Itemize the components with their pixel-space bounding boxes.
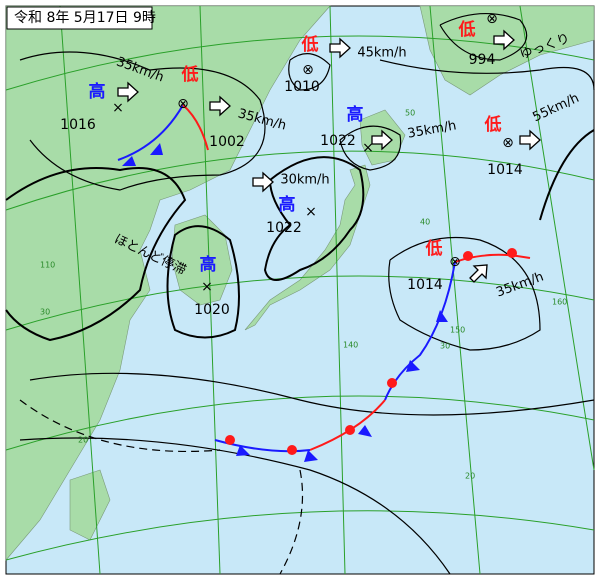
isobars (5, 13, 595, 575)
front-symbol (225, 435, 235, 445)
pressure: 1002 (209, 134, 245, 150)
grid-label: 40 (420, 218, 430, 227)
pressure: 1022 (266, 220, 302, 236)
system-kind: 低 (425, 238, 443, 259)
grid-label: 140 (343, 341, 358, 350)
high-center: × (362, 140, 374, 156)
grid-label: 30 (440, 342, 450, 351)
grid-label: 150 (450, 326, 465, 335)
korea (171, 214, 233, 306)
system-kind: 低 (458, 19, 476, 40)
motion-label: 30km/h (280, 173, 329, 188)
system-kind: 高 (200, 254, 217, 275)
front-symbol (345, 425, 355, 435)
motion-label: 45km/h (357, 46, 406, 61)
grid-label: 160 (552, 298, 567, 307)
system-kind: 低 (301, 34, 319, 55)
warm-front (182, 104, 209, 151)
grid-label: 110 (40, 261, 55, 270)
pressure: 1020 (194, 302, 230, 318)
front-symbol (287, 445, 297, 455)
pressure: 1014 (407, 277, 443, 293)
front-symbol (463, 251, 473, 261)
high-center: × (305, 204, 317, 220)
front-symbol (236, 445, 250, 456)
motion-arrows (117, 29, 541, 283)
stationary-front (214, 439, 311, 453)
high-center: × (112, 100, 124, 116)
pressure: 1010 (284, 79, 320, 95)
grid-label: 30 (40, 308, 50, 317)
grid-label: 20 (78, 436, 88, 445)
title: 令和 8年 5月17日 9時 (14, 10, 156, 26)
pressure: 1016 (60, 117, 96, 133)
system-kind: 高 (89, 81, 106, 102)
system-kind: 低 (484, 114, 502, 135)
fronts (117, 104, 531, 462)
high-center: × (201, 279, 213, 295)
front-symbol (387, 378, 397, 388)
pressure: 994 (469, 52, 496, 68)
low-center: ⊗ (486, 11, 498, 27)
grid-label: 20 (465, 472, 475, 481)
island (69, 469, 111, 541)
japan (244, 164, 371, 331)
low-center: ⊗ (449, 254, 461, 270)
centers: × ⊗ ⊗ ⊗ × ⊗ × × ⊗ (112, 11, 514, 295)
low-center: ⊗ (502, 135, 514, 151)
warm-front (454, 253, 531, 263)
front-symbol (304, 450, 318, 462)
low-center: ⊗ (302, 62, 314, 78)
front-symbol (436, 310, 448, 322)
pressure: 1014 (487, 162, 523, 178)
front-symbol (122, 156, 136, 166)
pressure: 1022 (320, 133, 356, 149)
cold-front (117, 104, 184, 161)
title-box (6, 6, 153, 30)
front-symbol (406, 360, 420, 372)
front-symbol (150, 143, 163, 155)
system-kind: 低 (181, 64, 199, 85)
front-symbol (507, 248, 517, 258)
front-symbol (358, 425, 372, 437)
graticule (5, 5, 595, 575)
grid-label: 50 (405, 109, 415, 118)
system-kind: 高 (347, 104, 364, 125)
system-kind: 高 (279, 194, 296, 215)
low-center: ⊗ (177, 96, 189, 112)
